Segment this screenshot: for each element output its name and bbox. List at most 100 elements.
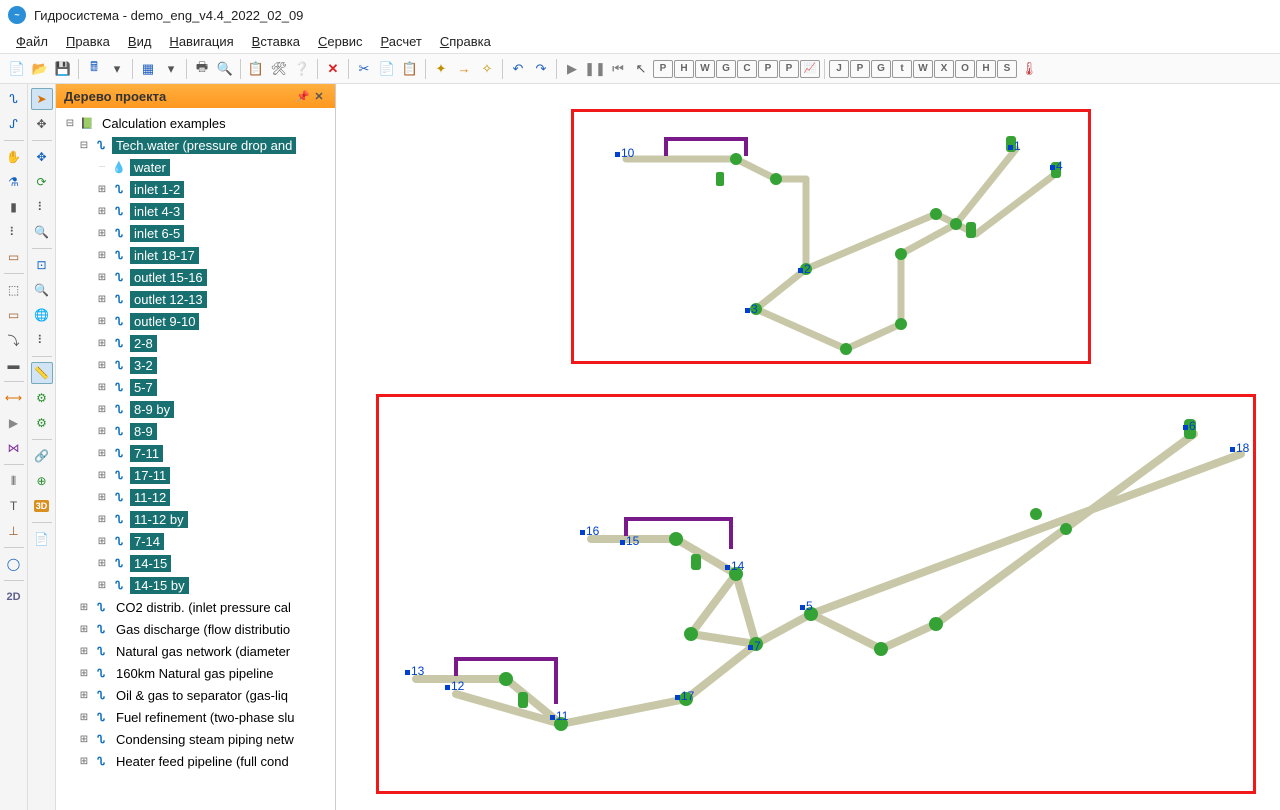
tree-sibling[interactable]: ⊞ᔐOil & gas to separator (gas-liq <box>60 684 335 706</box>
tree-item[interactable]: ⊞ᔐ3-2 <box>60 354 335 376</box>
menu-nav[interactable]: Навигация <box>161 32 241 51</box>
arrow-icon[interactable]: → <box>453 58 475 80</box>
pause-icon[interactable]: ❚❚ <box>584 58 606 80</box>
temp-icon[interactable]: 🌡 <box>1018 58 1040 80</box>
tree-item[interactable]: ⊞ᔐinlet 1-2 <box>60 178 335 200</box>
tree-item[interactable]: ⊞ᔐinlet 18-17 <box>60 244 335 266</box>
tree-item[interactable]: ⊞ᔐ14-15 <box>60 552 335 574</box>
circle-icon[interactable]: ◯ <box>3 553 25 575</box>
menu-service[interactable]: Сервис <box>310 32 371 51</box>
ruler2-icon[interactable]: 📏 <box>31 362 53 384</box>
cut-icon[interactable]: ✂ <box>353 58 375 80</box>
boxed-P[interactable]: P <box>653 60 673 78</box>
menu-insert[interactable]: Вставка <box>244 32 308 51</box>
tree-root[interactable]: ⊟ 📗 Calculation examples <box>60 112 335 134</box>
rect2-icon[interactable]: ▭ <box>3 304 25 326</box>
boxed-P[interactable]: P <box>779 60 799 78</box>
prev-icon[interactable]: ⏮ <box>607 58 629 80</box>
zoom-icon[interactable]: 🔍 <box>31 221 53 243</box>
play2-icon[interactable]: ▶ <box>3 412 25 434</box>
doc-icon[interactable]: 📄 <box>31 528 53 550</box>
gear-icon[interactable]: ⚙ <box>31 387 53 409</box>
tree-item[interactable]: ⊞ᔐ8-9 <box>60 420 335 442</box>
tree-sibling[interactable]: ⊞ᔐCondensing steam piping netw <box>60 728 335 750</box>
boxed-H[interactable]: H <box>674 60 694 78</box>
tree-sibling[interactable]: ⊞ᔐCO2 distrib. (inlet pressure cal <box>60 596 335 618</box>
tree-item[interactable]: ⊞ᔐoutlet 15-16 <box>60 266 335 288</box>
tree-item[interactable]: ⊞ᔐ7-14 <box>60 530 335 552</box>
tree-item[interactable]: ⊞ᔐ5-7 <box>60 376 335 398</box>
refresh-icon[interactable]: ⟳ <box>31 171 53 193</box>
boxed2-W[interactable]: W <box>913 60 933 78</box>
menu-help[interactable]: Справка <box>432 32 499 51</box>
boxed2-S[interactable]: S <box>997 60 1017 78</box>
line-icon[interactable]: ▬ <box>3 354 25 376</box>
dots2-icon[interactable]: ⠇ <box>31 196 53 218</box>
boxed-W[interactable]: W <box>695 60 715 78</box>
boxed2-P[interactable]: P <box>850 60 870 78</box>
menu-edit[interactable]: Правка <box>58 32 118 51</box>
dropdown-icon[interactable]: ▾ <box>106 58 128 80</box>
print-icon[interactable]: 🖶 <box>191 58 213 80</box>
pipe2-tool-icon[interactable]: ᔑ <box>3 113 25 135</box>
calc-icon[interactable]: 🖩 <box>83 58 105 80</box>
tree-sibling[interactable]: ⊞ᔐHeater feed pipeline (full cond <box>60 750 335 772</box>
tree-item[interactable]: ⊞ᔐ7-11 <box>60 442 335 464</box>
curve-icon[interactable]: ⤵ <box>3 329 25 351</box>
cursor-icon[interactable]: ↖ <box>630 58 652 80</box>
compass-icon[interactable]: ⊕ <box>31 470 53 492</box>
tree-sibling[interactable]: ⊞ᔐGas discharge (flow distributio <box>60 618 335 640</box>
menu-view[interactable]: Вид <box>120 32 160 51</box>
save-icon[interactable]: 💾 <box>52 58 74 80</box>
text-icon[interactable]: T <box>3 495 25 517</box>
redo-icon[interactable]: ↷ <box>530 58 552 80</box>
hand-icon[interactable]: ✋ <box>3 146 25 168</box>
boxed2-t[interactable]: t <box>892 60 912 78</box>
2d-label[interactable]: 2D <box>3 586 25 608</box>
boxed2-O[interactable]: O <box>955 60 975 78</box>
boxed2-H[interactable]: H <box>976 60 996 78</box>
tree-item[interactable]: ⊞ᔐ14-15 by <box>60 574 335 596</box>
preview-icon[interactable]: 🔍 <box>214 58 236 80</box>
expander-icon[interactable]: ⊟ <box>64 118 76 129</box>
undo-icon[interactable]: ↶ <box>507 58 529 80</box>
pin-icon[interactable]: 📌 <box>295 90 311 103</box>
wand2-icon[interactable]: ✧ <box>476 58 498 80</box>
gear2-icon[interactable]: ⚙ <box>31 412 53 434</box>
play-icon[interactable]: ▶ <box>561 58 583 80</box>
new-icon[interactable]: 📄 <box>6 58 28 80</box>
diagram-canvas[interactable]: 1014236181615145713121117 <box>336 84 1280 810</box>
zoom2-icon[interactable]: 🔍 <box>31 279 53 301</box>
rect-icon[interactable]: ▭ <box>3 246 25 268</box>
copy-icon[interactable]: 📋 <box>245 58 267 80</box>
grid-icon[interactable]: ▦ <box>137 58 159 80</box>
dropdown2-icon[interactable]: ▾ <box>160 58 182 80</box>
bar-icon[interactable]: ▮ <box>3 196 25 218</box>
tree-sibling[interactable]: ⊞ᔐNatural gas network (diameter <box>60 640 335 662</box>
region-icon[interactable]: ⊡ <box>31 254 53 276</box>
3d-icon[interactable]: 3D <box>31 495 53 517</box>
dots3-icon[interactable]: ⠇ <box>31 329 53 351</box>
anchor-icon[interactable]: ⊥ <box>3 520 25 542</box>
open-icon[interactable]: 📂 <box>29 58 51 80</box>
tree-item[interactable]: ⊞ᔐ17-11 <box>60 464 335 486</box>
menu-calc[interactable]: Расчет <box>373 32 430 51</box>
boxed2-G[interactable]: G <box>871 60 891 78</box>
tree-body[interactable]: ⊟ 📗 Calculation examples ⊟ ᔐ Tech.water … <box>56 108 335 810</box>
copy2-icon[interactable]: 📄 <box>376 58 398 80</box>
boxed-P[interactable]: P <box>758 60 778 78</box>
tree-sibling[interactable]: ⊞ᔐFuel refinement (two-phase slu <box>60 706 335 728</box>
pipe-tool-icon[interactable]: ᔐ <box>3 88 25 110</box>
flask-icon[interactable]: ⚗ <box>3 171 25 193</box>
nav-icon[interactable]: ✥ <box>31 146 53 168</box>
wand-icon[interactable]: ✦ <box>430 58 452 80</box>
tree-item[interactable]: ┈💧water <box>60 156 335 178</box>
tree-item[interactable]: ⊞ᔐ2-8 <box>60 332 335 354</box>
tree-project-selected[interactable]: ⊟ ᔐ Tech.water (pressure drop and <box>60 134 335 156</box>
dots-icon[interactable]: ⠇ <box>3 221 25 243</box>
delete-icon[interactable]: ✕ <box>322 58 344 80</box>
move-icon[interactable]: ✥ <box>31 113 53 135</box>
chart-icon[interactable]: 📈 <box>800 60 820 78</box>
boxed-C[interactable]: C <box>737 60 757 78</box>
pointer-tool-icon[interactable]: ➤ <box>31 88 53 110</box>
